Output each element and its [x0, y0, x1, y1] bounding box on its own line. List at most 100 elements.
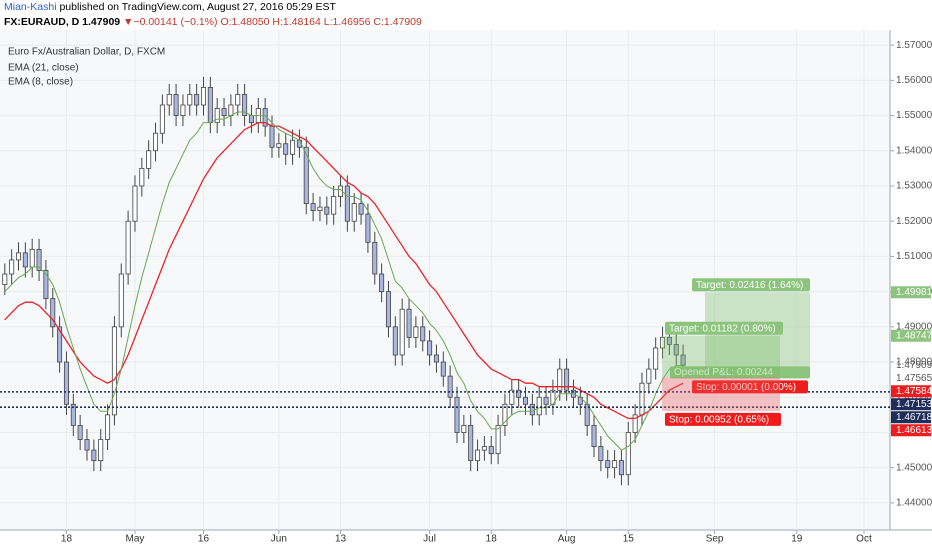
- candle-body: [502, 403, 508, 426]
- pnl-label: Opened P&L: 0.00244: [674, 367, 773, 378]
- legend-entry: EMA (8, close): [8, 77, 73, 88]
- stop-label: Stop: 0.00952 (0.65%): [669, 415, 769, 426]
- candle-body: [118, 273, 124, 328]
- candle-body: [139, 167, 145, 187]
- x-tick-label: 18: [61, 534, 73, 545]
- target-label: Target: 0.01182 (0.80%): [669, 323, 776, 334]
- candle-body: [50, 298, 56, 328]
- y-tick-label: 1.44000: [896, 498, 932, 509]
- candle-body: [379, 273, 385, 293]
- y-tick-label: 1.56000: [896, 75, 932, 86]
- candle-body: [625, 432, 631, 476]
- candle-body: [146, 150, 152, 169]
- pnl-label-bg: [670, 366, 810, 379]
- candle-body: [673, 344, 679, 356]
- y-tick-label: 1.47000: [896, 392, 932, 403]
- candle-body: [433, 354, 439, 363]
- candle-body: [509, 389, 515, 405]
- candle-body: [235, 94, 241, 106]
- candle-body: [427, 340, 433, 356]
- published: published on TradingView.com, August 27,…: [59, 1, 336, 13]
- y-tick-label: 1.49000: [896, 321, 932, 332]
- candle-body: [228, 104, 234, 116]
- x-tick-label: May: [126, 534, 145, 545]
- candle-body: [536, 396, 542, 416]
- legend-entry: EMA (21, close): [8, 63, 79, 74]
- stop-label-bg: [665, 412, 781, 426]
- candle-body: [666, 336, 672, 345]
- candle-body: [290, 139, 296, 155]
- x-tick-label: 16: [198, 534, 210, 545]
- candle-body: [153, 132, 159, 152]
- price-label-bg: [891, 411, 931, 424]
- price-label-bg: [891, 329, 931, 342]
- candle-body: [84, 439, 90, 451]
- x-tick-label: 15: [623, 534, 635, 545]
- y-tick-label: 1.45000: [896, 462, 932, 473]
- candle-body: [276, 143, 282, 148]
- candle-body: [331, 196, 337, 215]
- candle-body: [488, 446, 494, 454]
- y-tick-label: 1.53000: [896, 181, 932, 192]
- candle-body: [372, 241, 378, 275]
- candle-body: [200, 86, 206, 106]
- candle-body: [475, 449, 481, 462]
- ema-line: [4, 121, 684, 420]
- stop-zone: [662, 377, 780, 411]
- candle-body: [413, 326, 419, 338]
- candle-body: [324, 206, 330, 215]
- candle-body: [166, 94, 172, 106]
- author[interactable]: Mian-Kashi: [4, 1, 57, 13]
- candle-body: [2, 273, 8, 285]
- stop-label: Stop: 0.00001 (0.00%): [696, 382, 796, 393]
- symbol-line: FX:EURAUD, D 1.47909 ▼−0.00141 (−0.1%) O…: [4, 16, 422, 28]
- candle-body: [77, 425, 83, 440]
- symbol: FX:EURAUD, D 1.47909: [4, 16, 121, 28]
- candle-body: [653, 347, 659, 370]
- candle-body: [605, 460, 611, 469]
- candle-body: [43, 270, 49, 300]
- candle-body: [344, 185, 350, 222]
- target-label-bg: [665, 321, 783, 335]
- candle-body: [207, 86, 213, 124]
- candle-body: [317, 206, 323, 212]
- candle-body: [63, 361, 69, 405]
- candle-body: [468, 425, 474, 462]
- ema-line: [4, 111, 684, 451]
- price-label: 1.46613: [896, 425, 932, 436]
- candle-body: [242, 94, 248, 116]
- candle-body: [495, 425, 501, 454]
- candle-body: [399, 308, 405, 356]
- stop-label-bg: [692, 380, 808, 394]
- candle-body: [194, 94, 200, 106]
- y-tick-label: 1.57000: [896, 40, 932, 51]
- candle-body: [392, 326, 398, 356]
- price-label-bg: [891, 286, 931, 299]
- publish-line: Mian-Kashi published on TradingView.com,…: [4, 1, 336, 13]
- price-label: 1.47565: [896, 373, 932, 384]
- candle-body: [310, 203, 316, 212]
- price-label: 1.47153: [896, 399, 932, 410]
- candle-body: [618, 460, 624, 476]
- candle-body: [173, 94, 179, 116]
- price-label: 1.47584: [896, 386, 932, 397]
- candle-body: [22, 252, 28, 268]
- target-label: Target: 0.02416 (1.64%): [696, 280, 803, 291]
- ohlc: O:1.48050 H:1.48164 L:1.46956 C:1.47909: [220, 16, 422, 28]
- y-tick-label: 1.48000: [896, 357, 932, 368]
- price-label-bg: [891, 398, 931, 411]
- y-tick-label: 1.52000: [896, 216, 932, 227]
- x-tick-label: 13: [335, 534, 347, 545]
- x-tick-label: 18: [486, 534, 498, 545]
- candle-body: [29, 248, 35, 268]
- candle-body: [447, 375, 453, 398]
- candle-body: [248, 115, 254, 124]
- candle-body: [523, 396, 529, 405]
- candle-body: [481, 446, 487, 451]
- candle-body: [283, 143, 289, 155]
- candle-body: [543, 396, 549, 405]
- candle-body: [406, 308, 412, 338]
- x-tick-label: Jun: [271, 534, 287, 545]
- candle-body: [516, 389, 522, 398]
- chart-title: Euro Fx/Australian Dollar, D, FXCM: [8, 47, 165, 58]
